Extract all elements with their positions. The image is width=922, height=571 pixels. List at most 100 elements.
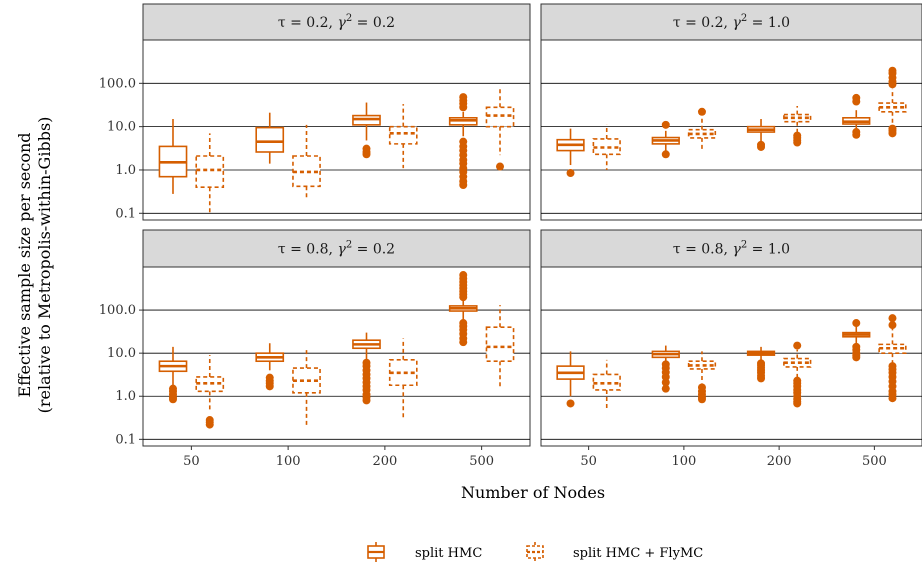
panel-1: τ = 0.2, γ2 = 0.2 0.1 1.0 10.0 100.0 xyxy=(99,3,531,221)
x-tick-label: 100 xyxy=(276,454,301,469)
box-split-hmc-flymc-50 xyxy=(592,124,621,170)
outlier-point xyxy=(168,395,177,404)
outlier-point xyxy=(205,420,214,429)
outlier-point xyxy=(852,319,861,328)
box-split-hmc-flymc-200 xyxy=(388,338,418,419)
outlier-point xyxy=(661,120,670,129)
box-split-hmc-flymc-500 xyxy=(485,86,515,171)
box-split-hmc-flymc-200 xyxy=(783,105,812,147)
outlier-point xyxy=(459,338,468,347)
y-axis-title-line1: Effective sample size per second xyxy=(15,132,34,397)
outlier-point xyxy=(661,384,670,393)
y-tick-label: 0.1 xyxy=(115,432,136,447)
outlier-point xyxy=(566,399,575,408)
x-tick-label: 500 xyxy=(862,454,887,469)
panel-border xyxy=(142,39,531,221)
box-split-hmc-50 xyxy=(158,346,188,404)
outlier-point xyxy=(852,97,861,106)
box-split-hmc-500 xyxy=(448,93,478,189)
box-split-hmc-200 xyxy=(352,102,381,159)
box-iqr xyxy=(592,373,621,391)
box-split-hmc-200 xyxy=(352,332,381,405)
y-tick-label: 10.0 xyxy=(107,346,136,361)
legend-label-split-hmc: split HMC xyxy=(415,546,482,561)
panel-strip-label: τ = 0.8, γ2 = 0.2 xyxy=(278,240,395,258)
outlier-point xyxy=(661,150,670,159)
box-iqr xyxy=(592,138,621,156)
outlier-point xyxy=(362,150,371,159)
panel-border xyxy=(540,266,922,447)
outlier-point xyxy=(362,396,371,405)
y-tick-label: 10.0 xyxy=(107,120,136,135)
panel-strip xyxy=(142,3,531,41)
box-split-hmc-100 xyxy=(651,120,680,159)
box-split-hmc-flymc-500 xyxy=(485,305,515,388)
box-split-hmc-500 xyxy=(842,93,871,139)
x-tick-label: 50 xyxy=(580,454,597,469)
legend-key-split-hmc-flymc xyxy=(526,542,544,562)
outlier-point xyxy=(888,80,897,89)
x-tick-label: 100 xyxy=(671,454,696,469)
box-split-hmc-50 xyxy=(556,351,585,408)
box-split-hmc-100 xyxy=(255,343,285,391)
outlier-point xyxy=(459,293,468,302)
outlier-point xyxy=(793,138,802,147)
box-split-hmc-flymc-50 xyxy=(195,355,225,429)
y-axis-title: Effective sample size per second (relati… xyxy=(15,117,54,414)
panel-strip-label: τ = 0.8, γ2 = 1.0 xyxy=(673,240,790,258)
y-tick-label: 1.0 xyxy=(115,163,136,178)
outlier-point xyxy=(459,103,468,112)
panel-strip xyxy=(142,229,531,268)
box-split-hmc-500 xyxy=(448,271,478,347)
x-tick-label: 50 xyxy=(183,454,200,469)
outlier-point xyxy=(852,353,861,362)
outlier-point xyxy=(888,314,897,323)
box-split-hmc-500 xyxy=(842,319,871,362)
box-iqr xyxy=(388,125,418,145)
outlier-point xyxy=(852,130,861,139)
outlier-point xyxy=(888,321,897,330)
box-split-hmc-flymc-50 xyxy=(195,133,225,216)
box-split-hmc-flymc-500 xyxy=(878,314,907,403)
panel-strip-label: τ = 0.2, γ2 = 0.2 xyxy=(278,13,395,31)
box-split-hmc-100 xyxy=(651,345,680,393)
outlier-point xyxy=(757,374,766,383)
box-split-hmc-200 xyxy=(746,119,776,151)
panel-strip-label: τ = 0.2, γ2 = 1.0 xyxy=(673,13,790,31)
outlier-point xyxy=(697,107,706,116)
outlier-point xyxy=(757,142,766,151)
box-split-hmc-flymc-50 xyxy=(592,359,621,410)
y-tick-label: 100.0 xyxy=(99,76,136,91)
y-tick-label: 0.1 xyxy=(115,206,136,221)
legend: split HMC split HMC + FlyMC xyxy=(367,542,703,562)
box-iqr xyxy=(195,155,225,189)
outlier-point xyxy=(459,180,468,189)
box-iqr xyxy=(195,376,225,393)
x-tick-label: 200 xyxy=(372,454,397,469)
box-split-hmc-flymc-200 xyxy=(783,341,812,408)
box-split-hmc-flymc-100 xyxy=(687,107,717,150)
x-tick-label: 200 xyxy=(767,454,792,469)
panel-strip xyxy=(540,3,922,41)
y-tick-label: 100.0 xyxy=(99,303,136,318)
legend-key-split-hmc xyxy=(367,542,385,562)
box-split-hmc-flymc-100 xyxy=(687,351,717,404)
legend-label-split-hmc-flymc: split HMC + FlyMC xyxy=(573,546,703,561)
box-iqr xyxy=(255,126,285,153)
outlier-point xyxy=(697,395,706,404)
panel-border xyxy=(142,266,531,447)
x-tick-label: 500 xyxy=(469,454,494,469)
box-iqr xyxy=(485,106,515,128)
panel-3: τ = 0.8, γ2 = 0.2 0.1 1.0 10.0 100.0 50 100 200… xyxy=(99,229,531,469)
y-axis-title-line2: (relative to Metropolis-within-Gibbs) xyxy=(35,117,54,414)
box-split-hmc-50 xyxy=(556,128,585,178)
box-split-hmc-flymc-100 xyxy=(292,124,321,199)
y-tick-label: 1.0 xyxy=(115,389,136,404)
outlier-point xyxy=(265,382,274,391)
box-split-hmc-flymc-200 xyxy=(388,104,418,169)
box-iqr xyxy=(485,326,515,363)
panel-4: τ = 0.8, γ2 = 1.0 50 100 200 500 xyxy=(540,229,922,469)
outlier-point xyxy=(496,162,505,171)
outlier-point xyxy=(661,378,670,387)
